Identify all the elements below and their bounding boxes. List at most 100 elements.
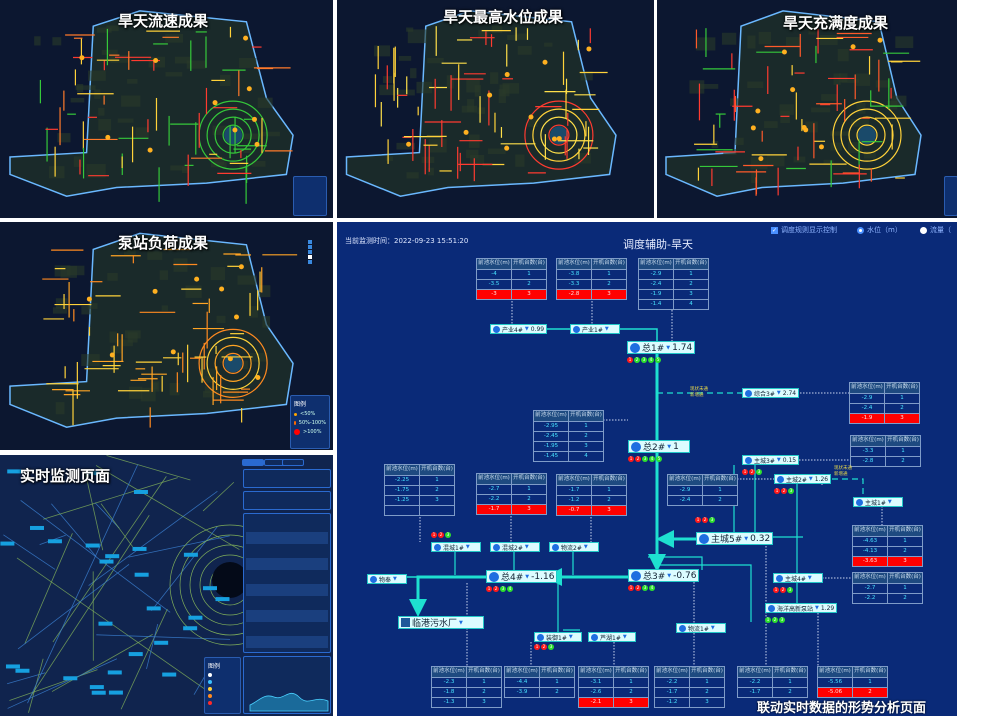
pump-unit-red-indicator: 2 (780, 587, 786, 593)
tab-button[interactable] (242, 459, 264, 466)
fullness-map-panel[interactable]: 旱天充满度成果 (657, 0, 957, 218)
monitor-list-row[interactable] (246, 597, 328, 609)
pump-station-node[interactable]: 产业4# ▼ 0.99 (490, 324, 548, 334)
pump-icon (631, 441, 641, 452)
load-level-icon (294, 429, 300, 435)
monitor-list-row[interactable] (246, 584, 328, 596)
monitor-indicator-box[interactable] (243, 491, 331, 510)
header-level: 前池水位(m) (669, 476, 701, 482)
units-cell: 2 (673, 280, 708, 289)
realtime-monitor-panel[interactable]: 实时监测页面 图例 (0, 455, 333, 716)
monitor-list-row[interactable] (246, 558, 328, 570)
water-level-radio[interactable]: 水位（m） (857, 225, 902, 235)
map-block (446, 75, 454, 89)
dropdown-arrow-icon[interactable]: ▼ (604, 326, 609, 332)
map-block (249, 306, 258, 318)
pump-station-node[interactable]: 总3# ▼ -0.76 (628, 569, 700, 582)
pump-station-node[interactable]: 主城1# ▼ (853, 497, 903, 507)
pump-station-node[interactable]: 海洋高新泵站 ▼ 1.29 (765, 603, 838, 613)
node-name: 装御1# (546, 634, 567, 642)
dropdown-arrow-icon[interactable]: ▼ (776, 457, 781, 463)
plant-icon (401, 618, 410, 627)
dropdown-arrow-icon[interactable]: ▼ (525, 573, 530, 580)
pump-station-node[interactable]: 产业1# ▼ (570, 324, 620, 334)
dropdown-arrow-icon[interactable]: ▼ (666, 344, 671, 351)
pipe-ring (222, 124, 244, 146)
dropdown-arrow-icon[interactable]: ▼ (524, 326, 529, 332)
dropdown-arrow-icon[interactable]: ▼ (887, 499, 892, 505)
rule-display-checkbox[interactable]: ✓ 调度规则显示控制 (771, 225, 837, 235)
max-water-level-map-panel[interactable]: 旱天最高水位成果 (337, 0, 654, 218)
pump-station-marker (803, 127, 809, 133)
pump-station-node[interactable]: 装御1# ▼ (534, 632, 582, 642)
dropdown-arrow-icon[interactable]: ▼ (622, 634, 627, 640)
monitor-list-row[interactable] (246, 532, 328, 544)
pump-load-map-panel[interactable]: 泵站负荷成果 图例 <50% 50%-100% >100% (0, 222, 333, 450)
monitor-list-row[interactable] (246, 571, 328, 583)
units-cell: 3 (511, 505, 546, 514)
map-block (110, 345, 123, 354)
flow-velocity-map-panel[interactable]: 旱天流速成果 (0, 0, 333, 218)
monitor-list-box[interactable] (243, 513, 331, 653)
fullness-map[interactable] (657, 0, 957, 218)
monitor-list-row[interactable] (246, 636, 328, 648)
flow-velocity-map[interactable] (0, 0, 333, 218)
dropdown-arrow-icon[interactable]: ▼ (459, 619, 463, 626)
pump-station-node[interactable]: 综合3# ▼ 2.74 (742, 388, 800, 398)
device-filter-box[interactable] (243, 469, 331, 488)
dropdown-arrow-icon[interactable]: ▼ (776, 390, 781, 396)
level-cell: -0.7 (568, 507, 580, 513)
dropdown-arrow-icon[interactable]: ▼ (583, 544, 588, 550)
pump-station-node[interactable]: 主城3# ▼ 0.15 (742, 455, 800, 465)
node-name: 产业1# (582, 326, 603, 334)
level-cell: -1.7 (488, 506, 500, 512)
pump-station-node[interactable]: 混城1# ▼ (431, 542, 481, 552)
map-block (121, 95, 141, 107)
pump-station-node[interactable]: 主城4# ▼ (773, 573, 823, 583)
legend-item: <50% (294, 411, 326, 417)
dropdown-arrow-icon[interactable]: ▼ (667, 572, 672, 579)
flow-radio[interactable]: 流量（ (920, 225, 951, 235)
level-cell: -3.5 (488, 281, 500, 287)
dropdown-arrow-icon[interactable]: ▼ (815, 605, 819, 611)
map-block (81, 354, 100, 367)
pump-station-node[interactable]: 芦湖1# ▼ (588, 632, 636, 642)
pump-station-node[interactable]: 总4# ▼ -1.16 (486, 570, 558, 583)
max-water-level-map[interactable] (337, 0, 654, 218)
map-block (491, 25, 503, 34)
level-cell: -1.75 (394, 487, 410, 493)
tab-button[interactable] (282, 459, 304, 466)
pump-station-node[interactable]: 总1# ▼ 1.74 (627, 341, 696, 354)
dropdown-arrow-icon[interactable]: ▼ (808, 476, 813, 482)
pump-station-node[interactable]: 主城2# ▼ 1.26 (774, 474, 832, 484)
pump-unit-green-indicator: 3 (548, 644, 554, 650)
dropdown-arrow-icon[interactable]: ▼ (710, 625, 715, 631)
monitor-map[interactable] (0, 455, 333, 716)
dropdown-arrow-icon[interactable]: ▼ (465, 544, 470, 550)
dropdown-arrow-icon[interactable]: ▼ (667, 443, 672, 450)
dropdown-arrow-icon[interactable]: ▼ (524, 544, 529, 550)
table-row: -1.95 3 (534, 441, 603, 451)
pump-station-node[interactable]: 临港污水厂 ▼ (398, 616, 484, 629)
dropdown-arrow-icon[interactable]: ▼ (744, 535, 749, 542)
dropdown-arrow-icon[interactable]: ▼ (807, 575, 812, 581)
dropdown-arrow-icon[interactable]: ▼ (568, 634, 573, 640)
units-cell: 2 (591, 496, 626, 505)
legend-item: 50%-100% (294, 420, 326, 426)
pump-station-node[interactable]: 物流1# ▼ (676, 623, 726, 633)
level-cell: -4 (491, 271, 497, 277)
pump-icon (777, 475, 784, 483)
layer-toggles[interactable] (308, 240, 312, 265)
monitor-list-row[interactable] (246, 623, 328, 635)
monitor-list-row[interactable] (246, 545, 328, 557)
dropdown-arrow-icon[interactable]: ▼ (393, 576, 397, 582)
pump-station-node[interactable]: 物奉 ▼ (367, 574, 407, 584)
map-block (257, 97, 273, 108)
pump-station-marker (755, 108, 761, 114)
pump-station-node[interactable]: 混城2# ▼ (490, 542, 540, 552)
pump-station-node[interactable]: 总2# ▼ 1 (628, 440, 690, 453)
pump-load-map[interactable] (0, 222, 333, 450)
pump-station-node[interactable]: 物流2# ▼ (549, 542, 599, 552)
monitor-list-row[interactable] (246, 610, 328, 622)
pump-station-node[interactable]: 主城5# ▼ 0.32 (696, 532, 774, 545)
